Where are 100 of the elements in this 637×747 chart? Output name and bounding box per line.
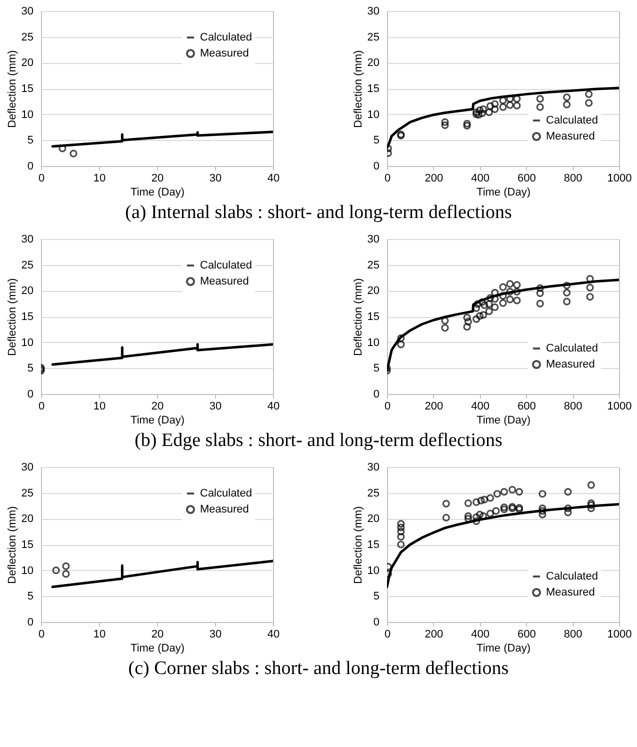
- point: [464, 499, 472, 507]
- point: [397, 520, 405, 528]
- y-tick-label: 0: [373, 616, 380, 628]
- point: [472, 513, 480, 521]
- point: [472, 498, 480, 506]
- x-tick-label: 1000: [607, 400, 632, 412]
- point: [500, 488, 508, 496]
- point: [479, 105, 488, 113]
- point: [478, 298, 486, 306]
- point: [463, 314, 471, 322]
- y-tick-label: 15: [367, 311, 380, 323]
- legend-label: Calculated: [546, 570, 598, 582]
- point: [472, 517, 480, 526]
- point: [563, 93, 571, 102]
- y-tick-label: 20: [21, 285, 34, 298]
- y-axis-title: Deflection (mm): [352, 278, 364, 356]
- x-tick-label: 10: [93, 628, 106, 640]
- point: [463, 323, 471, 331]
- point: [397, 334, 405, 342]
- point: [491, 105, 499, 113]
- point: [500, 504, 508, 512]
- point: [587, 504, 595, 512]
- x-tick-label: 800: [564, 400, 582, 412]
- y-tick-label: 30: [21, 234, 34, 246]
- y-tick-label: 25: [367, 259, 380, 272]
- x-tick-label: 200: [424, 400, 444, 412]
- x-tick-label: 30: [209, 628, 222, 640]
- point: [586, 293, 594, 301]
- point: [486, 102, 494, 110]
- y-tick-label: 25: [367, 487, 380, 500]
- point: [515, 488, 524, 496]
- x-tick-label: 20: [151, 628, 164, 640]
- y-tick-label: 30: [21, 462, 34, 474]
- y-tick-label: 5: [373, 590, 380, 603]
- point: [491, 303, 499, 311]
- line-series: [387, 278, 619, 372]
- x-tick-label: 1000: [607, 628, 632, 640]
- point: [397, 532, 405, 541]
- point: [513, 288, 521, 296]
- y-tick-label: 30: [367, 234, 380, 246]
- y-tick-label: 30: [21, 6, 34, 18]
- text: (a) Internal slabs : short- and long-term deflections: [124, 202, 513, 225]
- y-tick-label: 10: [21, 564, 34, 577]
- y-tick-label: 10: [21, 108, 34, 121]
- point: [480, 301, 488, 309]
- point: [563, 288, 571, 297]
- y-axis-title: Deflection (mm): [6, 50, 18, 128]
- point: [62, 562, 70, 570]
- point: [564, 504, 572, 512]
- y-tick-label: 10: [21, 336, 34, 349]
- point: [506, 296, 514, 304]
- line-series: [387, 502, 619, 588]
- y-tick-label: 0: [27, 388, 34, 400]
- x-tick-label: 20: [151, 400, 164, 412]
- y-tick-label: 20: [367, 285, 380, 298]
- point: [563, 298, 571, 306]
- point: [472, 315, 480, 323]
- point: [538, 507, 546, 515]
- x-tick-label: 40: [267, 628, 280, 640]
- point: [536, 95, 544, 103]
- x-tick-label: 600: [518, 628, 536, 640]
- point: [564, 488, 572, 496]
- y-tick-label: 0: [27, 160, 34, 172]
- point: [536, 289, 544, 298]
- x-axis-title: Time (Day): [476, 186, 530, 198]
- point: [474, 111, 482, 119]
- legend-label: Measured: [546, 130, 595, 142]
- point: [52, 566, 60, 574]
- y-tick-label: 0: [373, 160, 380, 172]
- x-tick-label: 200: [424, 628, 444, 640]
- point: [441, 316, 449, 324]
- point: [499, 292, 507, 300]
- point: [538, 504, 546, 512]
- point: [464, 318, 472, 326]
- point: [485, 108, 493, 116]
- y-tick-label: 15: [21, 311, 34, 323]
- y-tick-label: 20: [367, 57, 380, 70]
- point: [538, 490, 546, 498]
- x-tick-label: 0: [384, 628, 391, 640]
- x-tick-label: 200: [424, 172, 444, 184]
- point: [441, 324, 449, 332]
- y-tick-label: 25: [21, 259, 34, 272]
- x-tick-label: 0: [38, 628, 45, 640]
- point: [441, 118, 449, 126]
- x-tick-label: 1000: [607, 172, 632, 184]
- point: [536, 284, 544, 292]
- point: [500, 506, 508, 514]
- x-tick-label: 0: [38, 172, 45, 184]
- x-tick-label: 600: [518, 172, 536, 184]
- line-series: [51, 560, 273, 588]
- point: [476, 312, 484, 320]
- point: [564, 508, 572, 516]
- legend-label: Measured: [546, 586, 595, 598]
- point: [587, 501, 595, 510]
- point: [397, 528, 405, 536]
- point: [478, 110, 486, 118]
- x-tick-label: 30: [209, 172, 222, 184]
- point: [472, 110, 480, 118]
- y-tick-label: 20: [367, 513, 380, 526]
- legend-label: Measured: [200, 504, 249, 516]
